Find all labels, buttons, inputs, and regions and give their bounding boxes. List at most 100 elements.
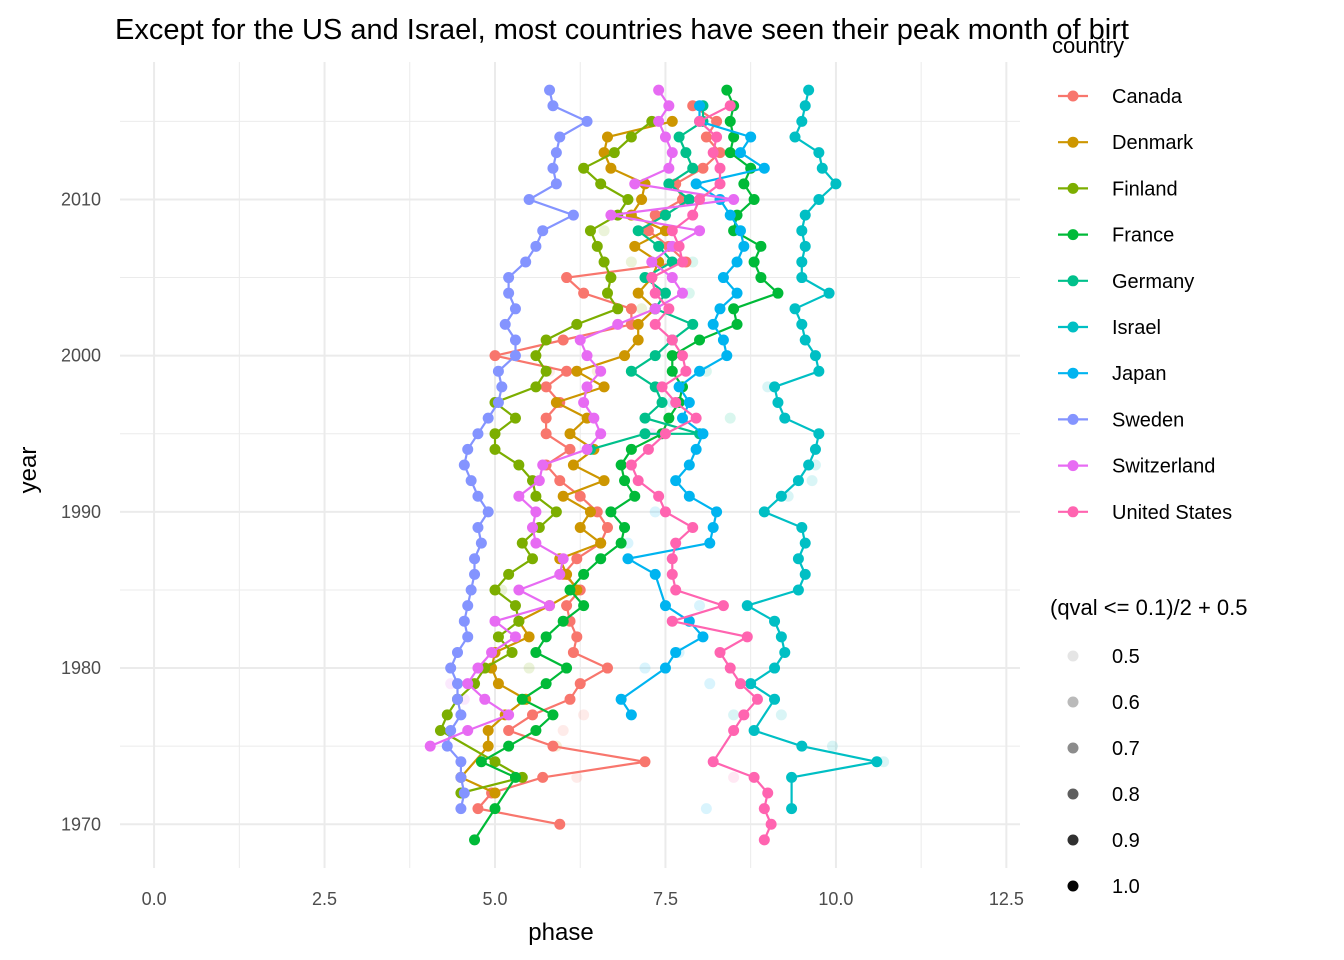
data-point (547, 740, 559, 752)
faint-point (557, 725, 569, 737)
data-point (799, 334, 811, 346)
faint-point (806, 475, 818, 487)
legend-label: Germany (1112, 271, 1194, 293)
data-point (530, 537, 542, 549)
data-point (670, 475, 682, 487)
legend-alpha-item: 0.5 (1067, 646, 1140, 668)
data-point (724, 100, 736, 112)
faint-point (639, 662, 651, 674)
data-point (649, 350, 661, 362)
data-point (670, 584, 682, 596)
data-point (564, 428, 576, 440)
legend-key-point (1067, 413, 1079, 425)
data-point (748, 193, 760, 205)
data-point (544, 84, 556, 96)
data-point (561, 662, 573, 674)
data-point (728, 193, 740, 205)
data-point (516, 693, 528, 705)
legend-label: Sweden (1112, 409, 1184, 431)
legend-label: France (1112, 225, 1174, 247)
chart-title: Except for the US and Israel, most count… (115, 14, 1129, 46)
data-point (813, 365, 825, 377)
data-point (547, 162, 559, 174)
data-point (523, 631, 535, 643)
data-point (728, 131, 740, 143)
data-point (799, 568, 811, 580)
data-point (544, 600, 556, 612)
data-point (700, 131, 712, 143)
data-point (492, 678, 504, 690)
data-point (786, 803, 798, 815)
data-point (697, 631, 709, 643)
data-point (639, 756, 651, 768)
legend-item: Denmark (1058, 132, 1194, 154)
series-france (469, 84, 784, 846)
data-point (612, 303, 624, 315)
data-point (503, 725, 515, 737)
data-point (690, 443, 702, 455)
data-point (441, 740, 453, 752)
data-point (663, 303, 675, 315)
data-point (475, 537, 487, 549)
data-point (605, 209, 617, 221)
data-point (564, 584, 576, 596)
data-point (728, 725, 740, 737)
data-point (799, 209, 811, 221)
data-point (772, 397, 784, 409)
data-point (537, 459, 549, 471)
legend-item: Japan (1058, 363, 1167, 385)
data-point (588, 412, 600, 424)
y-tick-label: 1990 (61, 502, 101, 522)
data-point (717, 334, 729, 346)
data-point (748, 725, 760, 737)
data-point (670, 397, 682, 409)
data-point (509, 631, 521, 643)
data-point (591, 240, 603, 252)
data-point (602, 287, 613, 299)
data-point (707, 756, 719, 768)
data-point (738, 240, 750, 252)
data-point (462, 678, 474, 690)
data-point (799, 100, 811, 112)
data-point (738, 178, 750, 190)
data-point (796, 521, 808, 533)
data-point (537, 225, 549, 237)
data-point (673, 381, 685, 393)
legend-item: Finland (1058, 178, 1178, 200)
data-point (605, 272, 617, 284)
data-point (564, 693, 576, 705)
legend-alpha-item: 0.8 (1067, 784, 1140, 806)
series-israel (741, 84, 883, 815)
data-point (462, 631, 474, 643)
data-point (554, 568, 566, 580)
data-point (472, 428, 484, 440)
x-tick-label: 0.0 (142, 889, 167, 909)
data-point (513, 490, 525, 502)
data-point (649, 287, 661, 299)
data-point (796, 740, 808, 752)
y-axis: 1970 1980 1990 2000 2010 (61, 189, 101, 834)
data-point (799, 240, 811, 252)
data-point (492, 397, 504, 409)
data-point (557, 553, 569, 565)
data-point (567, 646, 579, 658)
data-point (734, 225, 746, 237)
data-point (687, 521, 699, 533)
legend-key-point (1067, 321, 1079, 333)
data-point (584, 506, 596, 518)
data-point (554, 475, 566, 487)
x-tick-label: 5.0 (482, 889, 507, 909)
data-point (724, 209, 736, 221)
data-point (687, 209, 699, 221)
data-point (796, 272, 808, 284)
data-point (683, 193, 695, 205)
data-point (762, 787, 774, 799)
x-tick-label: 10.0 (818, 889, 853, 909)
data-point (690, 412, 702, 424)
legend-alpha-key (1067, 696, 1079, 708)
data-point (605, 506, 617, 518)
faint-point (827, 740, 838, 752)
series-united-states (625, 100, 777, 846)
data-point (769, 381, 781, 393)
